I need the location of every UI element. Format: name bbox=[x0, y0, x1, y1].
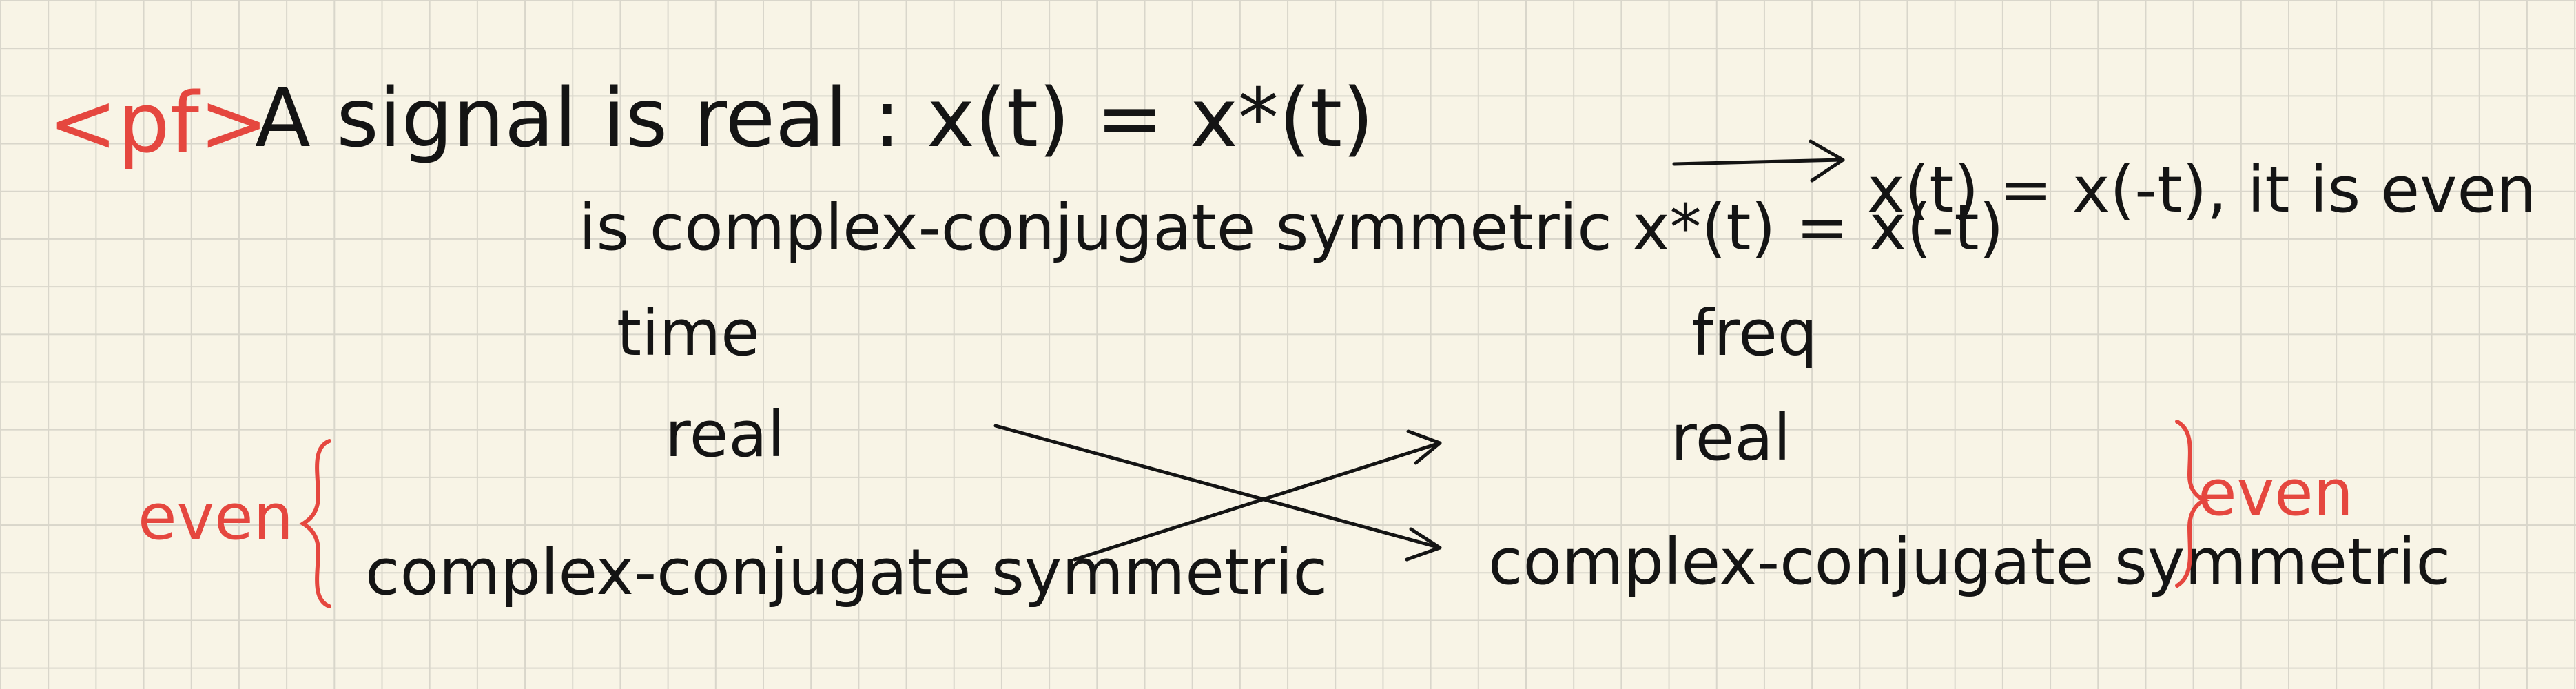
time-real-label: real bbox=[665, 398, 785, 471]
right-even-label: even bbox=[2198, 456, 2353, 530]
implication-text: x(t) = x(-t), it is even bbox=[1867, 153, 2537, 227]
implication-arrow bbox=[1672, 139, 1845, 183]
freq-ccs-label: complex-conjugate symmetric bbox=[1488, 525, 2451, 599]
proof-tag: <pf> bbox=[48, 76, 269, 172]
statement-line-1: A signal is real : x(t) = x*(t) bbox=[255, 70, 1374, 165]
freq-real-label: real bbox=[1671, 401, 1791, 475]
time-header: time bbox=[617, 296, 760, 370]
statement-line-2: is complex-conjugate symmetric x*(t) = x… bbox=[579, 191, 2004, 265]
left-brace bbox=[299, 439, 331, 608]
freq-header: freq bbox=[1691, 296, 1818, 370]
time-ccs-label: complex-conjugate symmetric bbox=[365, 535, 1328, 609]
left-even-label: even bbox=[138, 480, 293, 554]
